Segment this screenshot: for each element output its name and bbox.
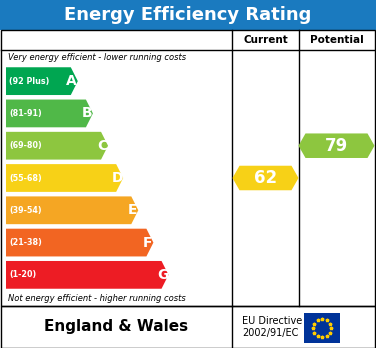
Bar xyxy=(1,306,375,348)
Polygon shape xyxy=(6,261,168,289)
Text: (39-54): (39-54) xyxy=(9,206,42,215)
Polygon shape xyxy=(232,166,299,190)
Polygon shape xyxy=(6,229,153,256)
Polygon shape xyxy=(6,132,108,160)
Text: C: C xyxy=(97,139,107,153)
Polygon shape xyxy=(6,67,78,95)
Text: England & Wales: England & Wales xyxy=(44,319,188,334)
Text: EU Directive: EU Directive xyxy=(242,316,302,326)
Text: 2002/91/EC: 2002/91/EC xyxy=(242,328,299,338)
Text: (21-38): (21-38) xyxy=(9,238,42,247)
Bar xyxy=(0,0,376,30)
Polygon shape xyxy=(299,133,374,158)
Text: A: A xyxy=(67,74,77,88)
Polygon shape xyxy=(6,164,123,192)
Text: (92 Plus): (92 Plus) xyxy=(9,77,49,86)
Text: Potential: Potential xyxy=(309,35,363,45)
Text: (55-68): (55-68) xyxy=(9,174,42,182)
Text: Current: Current xyxy=(243,35,288,45)
Text: G: G xyxy=(157,268,168,282)
Polygon shape xyxy=(6,196,138,224)
Text: D: D xyxy=(111,171,123,185)
Bar xyxy=(304,313,340,343)
Text: (69-80): (69-80) xyxy=(9,141,42,150)
Bar xyxy=(1,30,375,306)
Text: (1-20): (1-20) xyxy=(9,270,36,279)
Text: Energy Efficiency Rating: Energy Efficiency Rating xyxy=(64,6,312,24)
Polygon shape xyxy=(6,100,93,127)
Text: 62: 62 xyxy=(254,169,277,187)
Text: 79: 79 xyxy=(325,137,348,155)
Text: F: F xyxy=(143,236,152,250)
Text: Not energy efficient - higher running costs: Not energy efficient - higher running co… xyxy=(8,294,186,303)
Text: E: E xyxy=(127,203,137,217)
Text: (81-91): (81-91) xyxy=(9,109,42,118)
Text: B: B xyxy=(82,106,92,120)
Text: Very energy efficient - lower running costs: Very energy efficient - lower running co… xyxy=(8,53,186,62)
